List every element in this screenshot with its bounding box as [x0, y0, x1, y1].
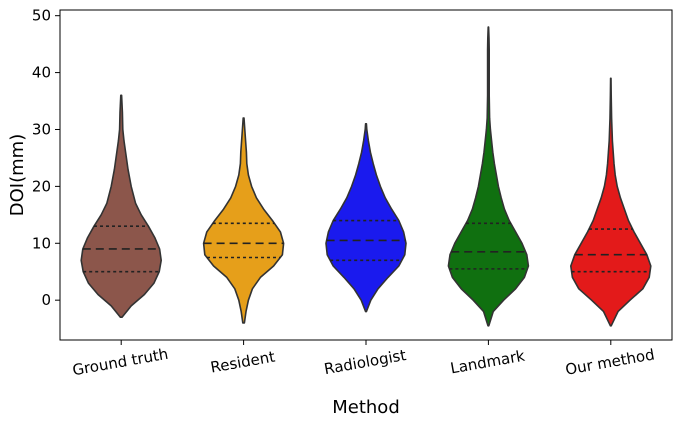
- y-tick-label: 40: [32, 64, 51, 82]
- y-axis: 0 10 20 30 40 50: [32, 7, 60, 309]
- x-axis-title: Method: [332, 397, 400, 418]
- y-tick-label: 20: [32, 177, 51, 195]
- x-tick-label: Our method: [564, 345, 656, 378]
- y-tick-label: 50: [32, 7, 51, 25]
- violins-group: [80, 26, 652, 327]
- y-tick-label: 10: [32, 234, 51, 252]
- violin-body: [570, 77, 652, 327]
- y-tick-label: 30: [32, 120, 51, 138]
- violin-body: [80, 94, 162, 318]
- x-axis: Ground truth Resident Radiologist Landmark O…: [71, 340, 656, 379]
- violin-body: [202, 117, 285, 324]
- x-tick-label: Ground truth: [71, 345, 170, 380]
- x-tick-label: Landmark: [449, 347, 527, 378]
- x-tick-label: Resident: [209, 348, 276, 377]
- y-tick-label: 0: [41, 291, 51, 309]
- violin-body: [325, 123, 407, 313]
- x-tick-label: Radiologist: [323, 346, 408, 378]
- y-axis-title: DOI(mm): [7, 134, 28, 216]
